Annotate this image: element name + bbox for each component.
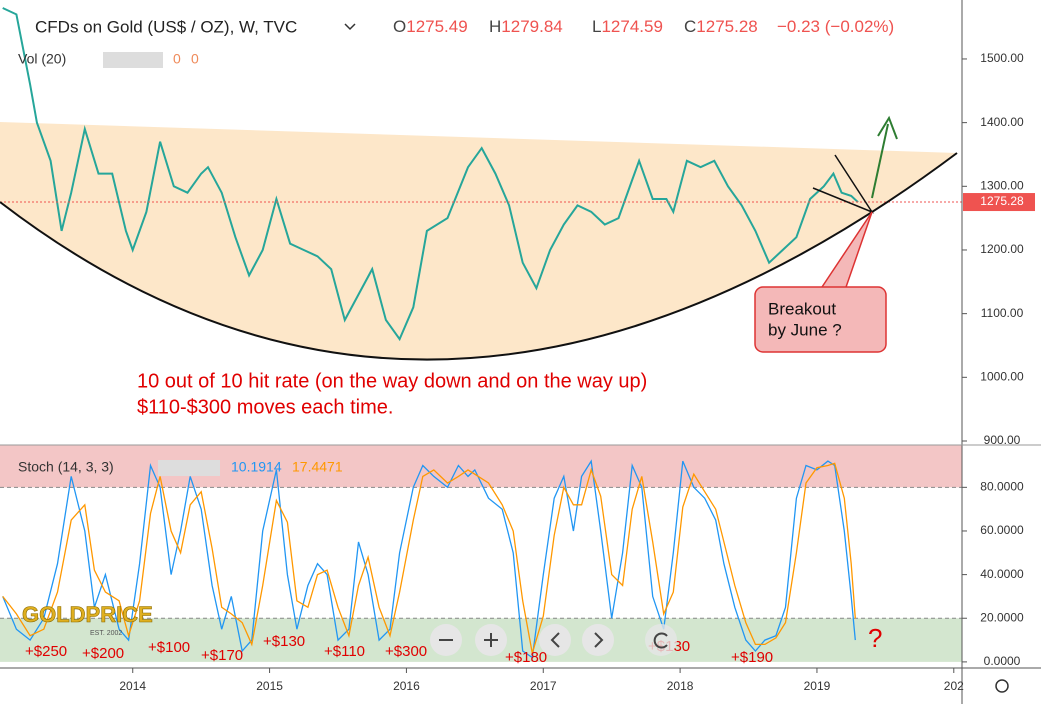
callout	[754, 286, 887, 353]
ohlc-value: 1279.84	[501, 17, 562, 36]
vol-label: Vol (20)	[18, 51, 66, 67]
band	[0, 445, 962, 488]
scroll-left[interactable]	[539, 624, 571, 656]
scroll-right[interactable]	[582, 624, 614, 656]
ohlc: O1275.49 H1279.84 L1274.59 C1275.28 −0.23 (−…	[393, 17, 894, 36]
stoch-value: 10.1914	[231, 459, 282, 475]
dropdown[interactable]	[344, 23, 356, 31]
y-tick-label: 0.0000	[984, 654, 1021, 668]
icon	[550, 632, 560, 648]
callout-text: by June ?	[768, 320, 842, 339]
ohlc-key: C	[684, 17, 696, 36]
callout-join	[818, 289, 847, 292]
series-line	[2, 462, 856, 654]
vol-value: 0	[191, 51, 199, 67]
cup-area	[0, 122, 957, 360]
x-tick-label: 2017	[530, 679, 557, 693]
gain: +$190	[731, 649, 773, 666]
last-price-label: 1275.28	[980, 194, 1024, 208]
x-tick-label: 2019	[804, 679, 831, 693]
marks	[0, 7, 962, 659]
y-tick-label: 1200.00	[980, 242, 1024, 256]
question: ?	[868, 623, 882, 653]
y-tick-label: 1500.00	[980, 51, 1024, 65]
arrow-head	[877, 115, 898, 140]
callout-text: Breakout	[768, 299, 836, 318]
price-scale	[962, 0, 1041, 704]
ohlc-value: 1274.59	[601, 17, 662, 36]
gain: +$100	[148, 639, 190, 656]
legend-buttons[interactable]	[158, 460, 220, 476]
ohlc-value: 1275.49	[406, 17, 467, 36]
y-tick-label: 1400.00	[980, 115, 1024, 129]
change: −0.23 (−0.02%)	[777, 17, 894, 36]
x-tick-label: 2016	[393, 679, 420, 693]
annotation: 10 out of 10 hit rate (on the way down a…	[137, 370, 647, 392]
gain: +$130	[263, 633, 305, 650]
time-scale	[0, 668, 962, 704]
stoch-label: Stoch (14, 3, 3)	[18, 459, 114, 475]
gain: +$300	[385, 643, 427, 660]
y-tick-label: 900.00	[984, 433, 1021, 447]
series-line	[2, 459, 856, 659]
stoch-value: 17.4471	[292, 459, 343, 475]
x-tick-label: 2015	[256, 679, 283, 693]
y-tick-label: 20.0000	[980, 610, 1024, 624]
x-tick-label: 2014	[119, 679, 146, 693]
cup-curve	[0, 152, 958, 361]
gain: +$110	[324, 643, 365, 660]
settings[interactable]	[995, 679, 1009, 693]
ohlc-key: O	[393, 17, 406, 36]
logo: GOLDPRICE	[22, 602, 153, 627]
ohlc-value: 1275.28	[696, 17, 757, 36]
arrow	[871, 123, 889, 199]
y-tick-label: 80.0000	[980, 480, 1024, 494]
legend: CFDs on Gold (US$ / OZ), W, TVC O1275.49…	[18, 17, 894, 476]
gain: +$250	[25, 643, 67, 660]
x-tick-label: 202	[944, 679, 964, 693]
last-price-box	[963, 193, 1035, 212]
icon	[594, 632, 604, 648]
gain: +$180	[505, 649, 547, 666]
gain: +$170	[201, 647, 243, 664]
toolbar	[430, 624, 677, 656]
vol-value: 0	[173, 51, 181, 67]
legend-buttons[interactable]	[103, 52, 163, 68]
y-tick-label: 1100.00	[981, 306, 1024, 320]
series-line	[2, 7, 859, 342]
annotation: $110-$300 moves each time.	[137, 396, 393, 418]
y-tick-label: 1000.00	[980, 369, 1024, 383]
chart-title: CFDs on Gold (US$ / OZ), W, TVC	[35, 17, 297, 36]
y-tick-label: 40.0000	[980, 567, 1024, 581]
ohlc-key: H	[489, 17, 501, 36]
icon	[653, 632, 668, 649]
logo-sub: EST. 2002	[90, 630, 122, 637]
gain: +$200	[82, 645, 124, 662]
overlay: Breakout by June ? 10 out of 10 hit rate…	[0, 115, 958, 666]
reset[interactable]	[645, 624, 677, 656]
ohlc-key: L	[592, 17, 601, 36]
x-tick-label: 2018	[667, 679, 694, 693]
y-tick-label: 60.0000	[980, 523, 1024, 537]
icon	[484, 633, 498, 647]
y-tick-label: 1300.00	[980, 178, 1024, 192]
